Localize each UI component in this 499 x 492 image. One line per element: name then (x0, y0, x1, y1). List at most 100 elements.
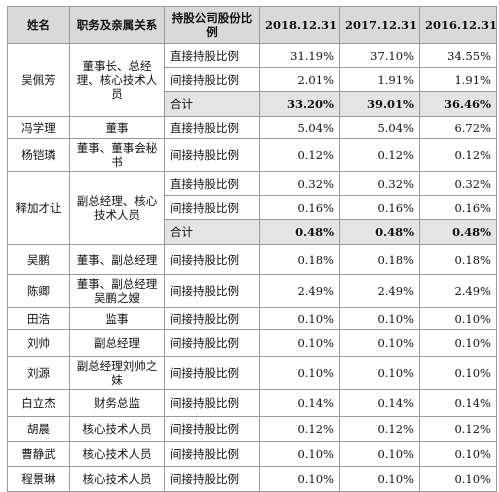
value-2016: 0.10% (419, 329, 497, 357)
table-row: 释加才让 副总经理、核心技术人员 直接持股比例 0.32% 0.32% 0.32… (7, 171, 497, 245)
value-2017: 0.18% (339, 244, 420, 275)
value-2017: 0.10% (339, 466, 420, 492)
person-name: 田浩 (7, 307, 70, 330)
holding-type: 间接持股比例 (164, 138, 260, 172)
value-2018: 0.12% (259, 416, 340, 442)
table-row: 间接持股比例 2.01% 1.91% 1.91% (8, 67, 497, 92)
value-2017: 2.49% (339, 274, 420, 308)
value-2018: 2.01% (259, 67, 340, 92)
table-row: 刘帅 副总经理 间接持股比例 0.10% 0.10% 0.10% (7, 329, 497, 357)
value-2018: 0.10% (259, 466, 340, 492)
value-2017: 0.10% (339, 307, 420, 330)
holding-type: 间接持股比例 (164, 441, 260, 467)
value-2018: 0.16% (259, 195, 340, 220)
value-2016: 0.16% (419, 195, 497, 220)
table-row: 刘源 副总经理刘帅之妹 间接持股比例 0.10% 0.10% 0.10% (7, 356, 497, 390)
value-2018: 0.10% (259, 356, 340, 390)
header-2018: 2018.12.31 (259, 6, 340, 44)
table-row: 曹静武 核心技术人员 间接持股比例 0.10% 0.10% 0.10% (7, 441, 497, 467)
holding-type: 间接持股比例 (164, 356, 260, 390)
header-2017: 2017.12.31 (339, 6, 420, 44)
value-2017: 0.14% (339, 389, 420, 417)
holding-type: 间接持股比例 (164, 195, 260, 220)
person-name: 陈卿 (7, 274, 70, 308)
value-2016: 0.12% (419, 138, 497, 172)
person-name: 曹静武 (7, 441, 70, 467)
person-relation: 董事长、总经理、核心技术人员 (69, 43, 165, 117)
value-2016: 0.10% (419, 356, 497, 390)
person-relation: 监事 (69, 307, 165, 330)
shareholding-table: 姓名 职务及亲属关系 持股公司股份比例 2018.12.31 2017.12.3… (7, 6, 497, 492)
value-2017: 1.91% (339, 67, 420, 92)
value-2017: 37.10% (339, 43, 420, 68)
holding-type: 合计 (164, 91, 260, 117)
value-2017: 0.48% (339, 219, 420, 245)
person-relation: 副总经理、核心技术人员 (69, 171, 165, 245)
table-row: 陈卿 董事、副总经理吴鹏之嫂 间接持股比例 2.49% 2.49% 2.49% (7, 274, 497, 308)
holding-type: 间接持股比例 (164, 307, 260, 330)
table-row: 田浩 监事 间接持股比例 0.10% 0.10% 0.10% (7, 307, 497, 330)
value-2016: 0.10% (419, 307, 497, 330)
value-2018: 31.19% (259, 43, 340, 68)
person-name: 刘帅 (7, 329, 70, 357)
value-2017: 39.01% (339, 91, 420, 117)
value-2017: 0.10% (339, 441, 420, 467)
value-2018: 0.32% (259, 171, 340, 196)
table-header-row: 姓名 职务及亲属关系 持股公司股份比例 2018.12.31 2017.12.3… (7, 6, 497, 44)
header-name: 姓名 (7, 6, 70, 44)
header-2016: 2016.12.31 (419, 6, 497, 44)
table-row: 吴鹏 董事、副总经理 间接持股比例 0.18% 0.18% 0.18% (7, 244, 497, 275)
holding-type: 直接持股比例 (164, 43, 260, 68)
person-relation: 董事、董事会秘书 (69, 138, 165, 172)
value-2017: 0.10% (339, 356, 420, 390)
value-2018: 0.10% (259, 329, 340, 357)
table-row: 冯学理 董事 直接持股比例 5.04% 5.04% 6.72% (7, 116, 497, 139)
table-row: 白立杰 财务总监 间接持股比例 0.14% 0.14% 0.14% (7, 389, 497, 417)
person-name: 吴佩芳 (7, 43, 70, 117)
value-2017: 0.32% (339, 171, 420, 196)
value-2017: 5.04% (339, 116, 420, 139)
table-row: 杨铠璘 董事、董事会秘书 间接持股比例 0.12% 0.12% 0.12% (7, 138, 497, 172)
value-2018: 0.18% (259, 244, 340, 275)
value-2016: 0.12% (419, 416, 497, 442)
value-2018: 0.10% (259, 441, 340, 467)
value-2016: 0.10% (419, 466, 497, 492)
value-2017: 0.12% (339, 138, 420, 172)
header-relation: 职务及亲属关系 (69, 6, 165, 44)
value-2018: 0.48% (259, 219, 340, 245)
person-name: 吴鹏 (7, 244, 70, 275)
value-2018: 0.10% (259, 307, 340, 330)
person-name: 杨铠璘 (7, 138, 70, 172)
holding-type: 间接持股比例 (164, 416, 260, 442)
value-2018: 33.20% (259, 91, 340, 117)
person-relation: 董事 (69, 116, 165, 139)
value-2018: 5.04% (259, 116, 340, 139)
holding-type: 直接持股比例 (164, 171, 260, 196)
holding-type: 间接持股比例 (164, 329, 260, 357)
value-2018: 0.14% (259, 389, 340, 417)
header-type: 持股公司股份比例 (164, 6, 260, 44)
table-row: 胡晨 核心技术人员 间接持股比例 0.12% 0.12% 0.12% (7, 416, 497, 442)
value-2016: 1.91% (419, 67, 497, 92)
person-relation: 核心技术人员 (69, 416, 165, 442)
subtotal-row: 合计 33.20% 39.01% 36.46% (8, 91, 497, 117)
value-2016: 36.46% (419, 91, 497, 117)
value-2016: 2.49% (419, 274, 497, 308)
holding-type: 间接持股比例 (164, 274, 260, 308)
person-name: 胡晨 (7, 416, 70, 442)
person-name: 白立杰 (7, 389, 70, 417)
value-2016: 0.10% (419, 441, 497, 467)
holding-type: 间接持股比例 (164, 389, 260, 417)
person-name: 刘源 (7, 356, 70, 390)
person-relation: 财务总监 (69, 389, 165, 417)
value-2018: 2.49% (259, 274, 340, 308)
person-name: 程景琳 (7, 466, 70, 492)
person-relation: 核心技术人员 (69, 466, 165, 492)
value-2017: 0.12% (339, 416, 420, 442)
value-2016: 0.14% (419, 389, 497, 417)
holding-type: 直接持股比例 (164, 116, 260, 139)
value-2016: 0.48% (419, 219, 497, 245)
holding-type: 间接持股比例 (164, 244, 260, 275)
person-relation: 董事、副总经理 (69, 244, 165, 275)
holding-type: 合计 (164, 219, 260, 245)
